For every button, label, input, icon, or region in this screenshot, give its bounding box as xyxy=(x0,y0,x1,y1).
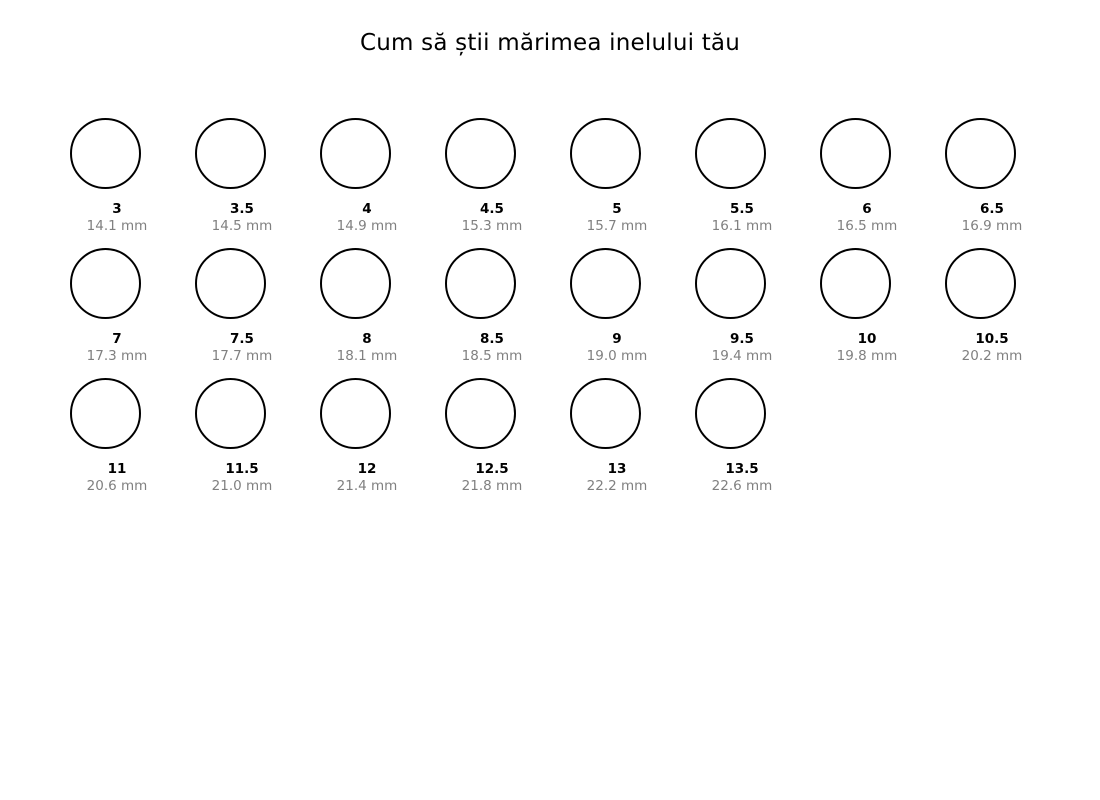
ring-diameter-label: 16.1 mm xyxy=(711,218,773,234)
ring-circle xyxy=(820,248,891,319)
ring-size-cell[interactable]: 12.5 21.8 mm xyxy=(445,378,555,508)
ring-diameter-label: 16.9 mm xyxy=(961,218,1023,234)
ring-size-label: 6 xyxy=(862,201,872,217)
ring-size-cell[interactable]: 6.5 16.9 mm xyxy=(945,118,1055,248)
ring-size-row: 7 17.3 mm 7.5 17.7 mm 8 18.1 mm 8.5 18.5 mm 9 19.… xyxy=(0,248,1100,378)
ring-diameter-label: 14.1 mm xyxy=(86,218,148,234)
ring-size-label: 12.5 xyxy=(475,461,509,477)
ring-size-cell[interactable]: 8.5 18.5 mm xyxy=(445,248,555,378)
ring-circle xyxy=(695,248,766,319)
ring-circle xyxy=(820,118,891,189)
ring-diameter-label: 19.4 mm xyxy=(711,348,773,364)
ring-diameter-label: 16.5 mm xyxy=(836,218,898,234)
ring-circle xyxy=(695,378,766,449)
ring-size-cell[interactable]: 3.5 14.5 mm xyxy=(195,118,305,248)
ring-size-cell[interactable]: 4 14.9 mm xyxy=(320,118,430,248)
ring-size-cell[interactable]: 9 19.0 mm xyxy=(570,248,680,378)
ring-diameter-label: 14.9 mm xyxy=(336,218,398,234)
ring-size-label: 3 xyxy=(112,201,122,217)
ring-circle xyxy=(70,248,141,319)
ring-size-label: 11.5 xyxy=(225,461,259,477)
page-title: Cum să știi mărimea inelului tău xyxy=(360,30,740,56)
ring-size-label: 7 xyxy=(112,331,122,347)
ring-size-label: 12 xyxy=(357,461,377,477)
ring-circle xyxy=(70,378,141,449)
ring-circle xyxy=(195,378,266,449)
ring-size-label: 10.5 xyxy=(975,331,1009,347)
ring-diameter-label: 19.8 mm xyxy=(836,348,898,364)
ring-diameter-label: 18.5 mm xyxy=(461,348,523,364)
ring-diameter-label: 17.7 mm xyxy=(211,348,273,364)
ring-diameter-label: 15.7 mm xyxy=(586,218,648,234)
ring-size-label: 5 xyxy=(612,201,622,217)
ring-circle xyxy=(570,248,641,319)
ring-size-row: 3 14.1 mm 3.5 14.5 mm 4 14.9 mm 4.5 15.3 mm 5 15.… xyxy=(0,118,1100,248)
ring-size-label: 4.5 xyxy=(480,201,504,217)
ring-size-cell[interactable]: 8 18.1 mm xyxy=(320,248,430,378)
ring-size-cell[interactable]: 12 21.4 mm xyxy=(320,378,430,508)
ring-circle xyxy=(320,378,391,449)
ring-size-label: 3.5 xyxy=(230,201,254,217)
ring-size-label: 13.5 xyxy=(725,461,759,477)
ring-diameter-label: 19.0 mm xyxy=(586,348,648,364)
ring-circle xyxy=(945,118,1016,189)
ring-size-label: 6.5 xyxy=(980,201,1004,217)
ring-diameter-label: 20.2 mm xyxy=(961,348,1023,364)
ring-size-cell[interactable]: 13.5 22.6 mm xyxy=(695,378,805,508)
ring-size-cell[interactable]: 7 17.3 mm xyxy=(70,248,180,378)
ring-circle xyxy=(195,118,266,189)
ring-size-label: 5.5 xyxy=(730,201,754,217)
ring-circle xyxy=(570,118,641,189)
ring-diameter-label: 22.6 mm xyxy=(711,478,773,494)
ring-size-label: 8 xyxy=(362,331,372,347)
ring-size-label: 10 xyxy=(857,331,877,347)
ring-size-label: 4 xyxy=(362,201,372,217)
ring-size-cell[interactable]: 11 20.6 mm xyxy=(70,378,180,508)
ring-size-cell[interactable]: 11.5 21.0 mm xyxy=(195,378,305,508)
ring-size-label: 13 xyxy=(607,461,627,477)
ring-size-cell[interactable]: 3 14.1 mm xyxy=(70,118,180,248)
ring-diameter-label: 14.5 mm xyxy=(211,218,273,234)
ring-size-cell[interactable]: 5 15.7 mm xyxy=(570,118,680,248)
ring-circle xyxy=(695,118,766,189)
ring-size-label: 9.5 xyxy=(730,331,754,347)
ring-circle xyxy=(320,248,391,319)
ring-size-cell[interactable]: 9.5 19.4 mm xyxy=(695,248,805,378)
ring-diameter-label: 18.1 mm xyxy=(336,348,398,364)
ring-circle xyxy=(445,118,516,189)
ring-circle xyxy=(445,378,516,449)
ring-circle xyxy=(320,118,391,189)
ring-size-label: 8.5 xyxy=(480,331,504,347)
ring-size-label: 11 xyxy=(107,461,127,477)
ring-size-cell[interactable]: 10.5 20.2 mm xyxy=(945,248,1055,378)
ring-diameter-label: 21.4 mm xyxy=(336,478,398,494)
ring-size-label: 9 xyxy=(612,331,622,347)
ring-size-cell[interactable]: 10 19.8 mm xyxy=(820,248,930,378)
ring-size-cell[interactable]: 6 16.5 mm xyxy=(820,118,930,248)
ring-circle xyxy=(70,118,141,189)
ring-diameter-label: 21.0 mm xyxy=(211,478,273,494)
ring-diameter-label: 22.2 mm xyxy=(586,478,648,494)
ring-diameter-label: 20.6 mm xyxy=(86,478,148,494)
ring-diameter-label: 21.8 mm xyxy=(461,478,523,494)
ring-size-cell[interactable]: 7.5 17.7 mm xyxy=(195,248,305,378)
ring-circle xyxy=(445,248,516,319)
ring-circle xyxy=(195,248,266,319)
ring-circle xyxy=(945,248,1016,319)
ring-size-cell[interactable]: 5.5 16.1 mm xyxy=(695,118,805,248)
ring-size-label: 7.5 xyxy=(230,331,254,347)
ring-size-cell[interactable]: 13 22.2 mm xyxy=(570,378,680,508)
ring-diameter-label: 15.3 mm xyxy=(461,218,523,234)
ring-size-cell[interactable]: 4.5 15.3 mm xyxy=(445,118,555,248)
ring-circle xyxy=(570,378,641,449)
ring-size-row: 11 20.6 mm 11.5 21.0 mm 12 21.4 mm 12.5 21.8 mm… xyxy=(0,378,1100,508)
ring-diameter-label: 17.3 mm xyxy=(86,348,148,364)
